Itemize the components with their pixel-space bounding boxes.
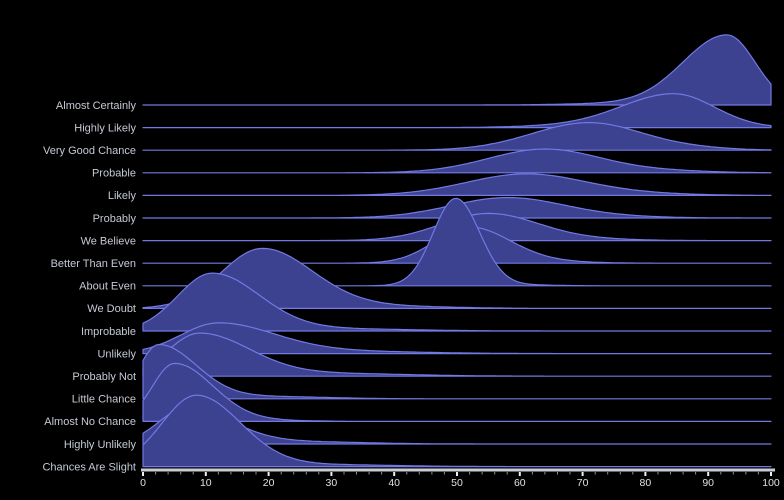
x-minor-tick [305,472,307,475]
category-label: Probable [92,168,136,180]
x-tick-label: 60 [514,477,526,489]
x-minor-tick [481,472,483,475]
x-tick-label: 80 [640,477,652,489]
x-minor-tick [381,472,383,475]
x-major-tick [204,472,207,476]
x-major-tick [770,472,772,476]
x-tick-label: 0 [140,477,146,489]
category-label: Probably Not [72,371,136,383]
x-minor-tick [180,472,182,475]
ridge-probable [142,148,772,174]
x-minor-tick [368,472,370,475]
x-major-tick [456,472,458,476]
x-tick-label: 50 [451,477,463,489]
x-minor-tick [594,472,596,475]
x-minor-tick [544,472,546,475]
category-label: Probably [93,213,137,225]
category-label: Highly Unlikely [64,439,137,451]
x-major-tick [581,472,584,476]
x-minor-tick [695,472,697,475]
ridge-very-good-chance [142,122,772,151]
x-minor-tick [494,472,496,475]
ridge-highly-likely [142,93,772,129]
x-minor-tick [469,472,471,475]
x-minor-tick [757,472,759,475]
category-label: Likely [108,190,137,202]
x-major-tick [267,472,270,476]
x-minor-tick [557,472,558,475]
x-minor-tick [732,472,734,475]
x-minor-tick [192,472,194,475]
category-label: Better Than Even [51,258,136,270]
x-minor-tick [243,472,244,475]
x-minor-tick [443,472,445,475]
x-tick-label: 20 [263,477,275,489]
x-minor-tick [418,472,420,475]
x-tick-label: 90 [702,477,714,489]
x-tick-label: 40 [388,477,400,489]
x-major-tick [142,472,144,476]
x-minor-tick [745,472,747,475]
category-label: Almost No Chance [44,416,136,428]
ridge-chances-are-slight [142,394,772,468]
category-label: Unlikely [97,348,136,360]
x-minor-tick [619,472,621,475]
ridge-we-doubt [142,247,772,309]
ridge-almost-certainly [142,34,772,106]
x-axis-line [141,468,775,472]
category-label: Chances Are Slight [42,461,136,473]
x-minor-tick [670,472,671,475]
x-minor-tick [406,472,408,475]
x-minor-tick [569,472,571,475]
x-minor-tick [230,472,232,475]
x-minor-tick [155,472,157,475]
x-major-tick [644,472,647,476]
category-label: Improbable [81,326,136,338]
category-label: Little Chance [72,394,136,406]
x-major-tick [707,472,710,476]
x-minor-tick [632,472,634,475]
x-minor-tick [431,472,433,475]
x-minor-tick [506,472,508,475]
category-label: Very Good Chance [43,145,136,157]
x-minor-tick [280,472,282,475]
ridge-probably-not [142,332,772,377]
x-tick-label: 100 [762,477,780,489]
x-minor-tick [720,472,722,475]
x-tick-label: 30 [326,477,338,489]
category-label: Almost Certainly [56,100,137,112]
x-major-tick [330,472,333,476]
x-tick-label: 10 [200,477,212,489]
x-major-tick [393,472,396,476]
x-major-tick [518,472,521,476]
x-minor-tick [293,472,295,475]
category-label: Highly Likely [74,122,136,134]
category-label: We Believe [81,235,136,247]
category-label: We Doubt [87,303,136,315]
x-minor-tick [356,472,357,475]
x-minor-tick [607,472,609,475]
x-minor-tick [255,472,257,475]
x-minor-tick [167,472,169,475]
x-minor-tick [318,472,320,475]
x-minor-tick [217,472,219,475]
category-label: About Even [79,281,136,293]
x-tick-label: 70 [577,477,589,489]
ridge-unlikely [142,322,772,355]
x-minor-tick [682,472,684,475]
x-minor-tick [531,472,533,475]
ridge-likely [142,173,772,196]
x-minor-tick [343,472,345,475]
x-minor-tick [657,472,659,475]
